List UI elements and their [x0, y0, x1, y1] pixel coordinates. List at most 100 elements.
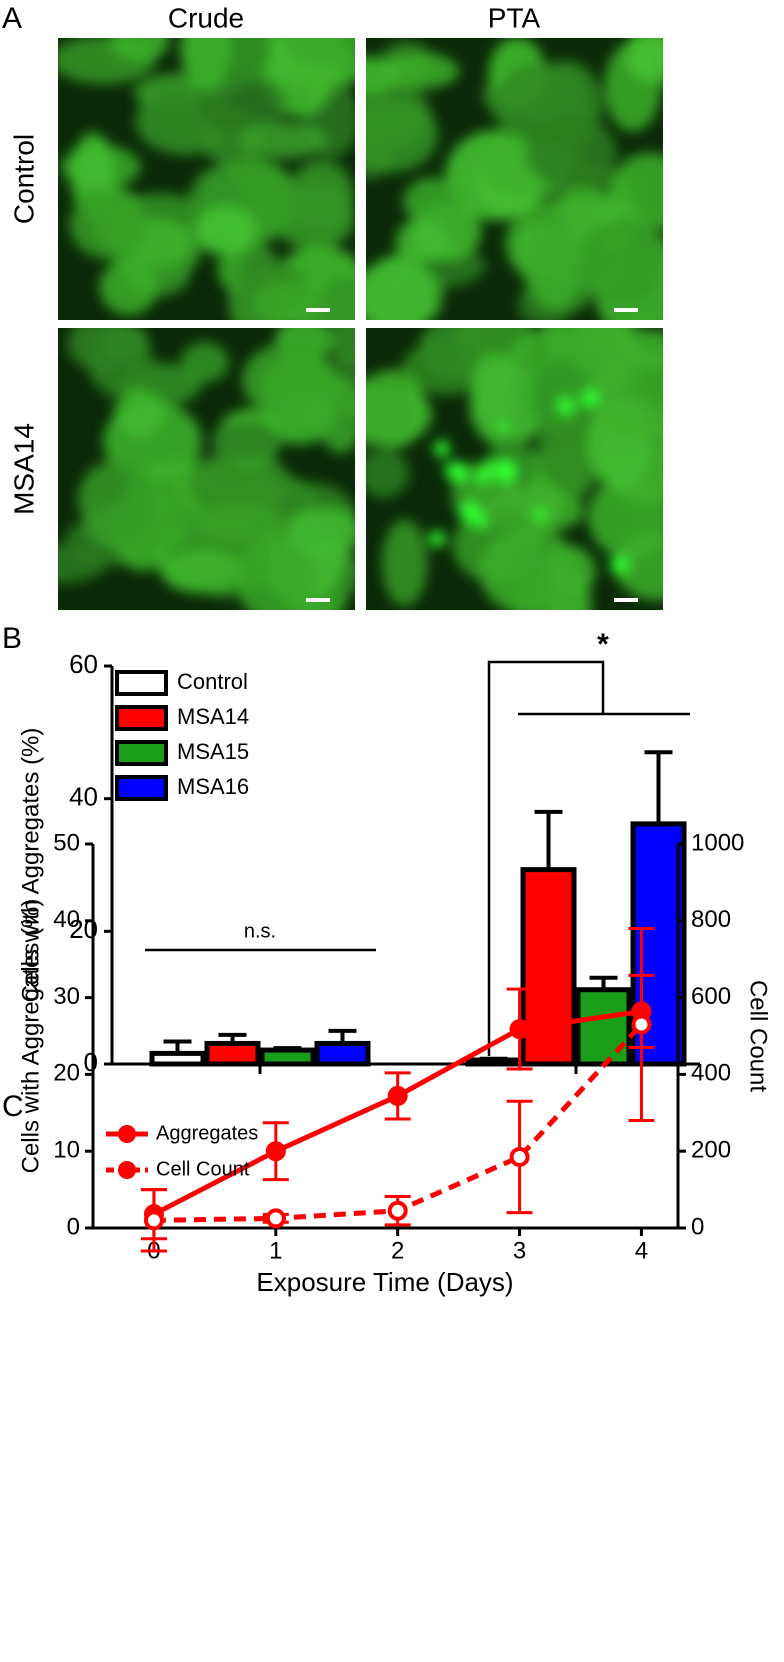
cell: [558, 187, 609, 226]
cell: [395, 219, 450, 263]
scale-bar: [614, 598, 638, 602]
cell: [67, 328, 141, 372]
legend-swatch: [115, 705, 168, 731]
cell: [180, 38, 232, 91]
marker: [143, 1210, 164, 1231]
panel-label: A: [2, 2, 22, 35]
y-tick-label: 40: [53, 906, 80, 933]
cell: [579, 217, 663, 305]
cell: [99, 258, 158, 316]
marker: [509, 1019, 530, 1040]
y2-tick-label: 800: [691, 906, 731, 933]
bar: [314, 1040, 371, 1067]
aggregate: [581, 389, 599, 407]
cell: [531, 358, 590, 435]
y-tick-label: 40: [69, 782, 98, 812]
cell: [288, 160, 354, 231]
y2-tick-label: 200: [691, 1137, 731, 1164]
bracket: [487, 660, 605, 1056]
cell: [238, 121, 328, 159]
cell: [523, 223, 583, 311]
aggregate: [433, 440, 450, 457]
cell: [77, 460, 157, 539]
aggregate: [557, 397, 575, 415]
legend-marker: [118, 1125, 136, 1143]
cell: [366, 377, 413, 446]
y2-tick-label: 1000: [691, 829, 744, 856]
cells: [366, 38, 663, 320]
y2-axis-label: Cell Count: [745, 980, 772, 1092]
cell: [544, 437, 589, 481]
aggregate: [475, 467, 491, 483]
cell: [69, 191, 145, 259]
cell: [197, 503, 283, 543]
bar: [465, 1057, 522, 1067]
cell: [250, 281, 324, 320]
y2-tick-label: 0: [691, 1213, 704, 1240]
y2-tick-label: 400: [691, 1060, 731, 1087]
column-label: Crude: [168, 2, 244, 33]
cell: [366, 449, 409, 498]
legend-label: Control: [177, 669, 248, 694]
legend-marker: [118, 1161, 136, 1179]
cells: [58, 328, 355, 610]
bar: [149, 1050, 206, 1067]
legend-label: MSA14: [177, 704, 249, 729]
cells: [366, 328, 663, 610]
cell: [282, 38, 355, 68]
cell: [195, 205, 256, 254]
legend-label: MSA16: [177, 774, 249, 799]
legend-swatch: [115, 775, 168, 801]
marker: [631, 1014, 652, 1035]
cell: [161, 551, 247, 594]
marker: [387, 1200, 408, 1221]
cell: [471, 351, 520, 424]
aggregate: [610, 555, 630, 575]
cell: [610, 152, 663, 233]
cells: [58, 38, 355, 320]
y-axis-label: Cells with Aggregates (%): [17, 728, 44, 1003]
annotation: n.s.: [244, 920, 276, 942]
panel-label: B: [2, 622, 22, 655]
cell: [242, 343, 335, 418]
cell: [210, 421, 283, 463]
cell: [593, 351, 663, 440]
y-tick-label: 20: [53, 1060, 80, 1087]
row-label: Control: [8, 134, 39, 224]
aggregate: [429, 530, 445, 547]
bar: [575, 987, 632, 1067]
cell: [237, 534, 317, 610]
cell: [110, 38, 170, 62]
y-tick-label: 50: [53, 829, 80, 856]
aggregate: [534, 508, 547, 521]
legend-label: MSA15: [177, 739, 249, 764]
cell: [403, 177, 463, 227]
marker: [387, 1085, 408, 1106]
cell: [381, 519, 428, 607]
column-label: PTA: [488, 2, 541, 33]
cell: [625, 38, 663, 80]
y-tick-label: 60: [69, 649, 98, 679]
cell: [366, 256, 435, 320]
aggregate: [483, 460, 495, 471]
x-tick-label: 4: [635, 1237, 648, 1264]
cell: [286, 507, 355, 557]
aggregate: [499, 422, 510, 433]
cell: [328, 328, 355, 366]
cell: [525, 116, 617, 190]
cell: [587, 475, 663, 559]
legend-label: Aggregates: [156, 1122, 258, 1144]
y-tick-label: 10: [53, 1137, 80, 1164]
legend-swatch: [115, 670, 168, 696]
cell: [377, 52, 459, 90]
row-label: MSA14: [8, 423, 39, 515]
bar: [204, 1040, 261, 1067]
bar: [520, 867, 577, 1067]
y-tick-label: 0: [67, 1213, 80, 1240]
y-tick-label: 0: [84, 1047, 98, 1077]
x-tick-label: 1: [269, 1237, 282, 1264]
cell: [366, 96, 438, 173]
aggregate: [493, 460, 517, 483]
